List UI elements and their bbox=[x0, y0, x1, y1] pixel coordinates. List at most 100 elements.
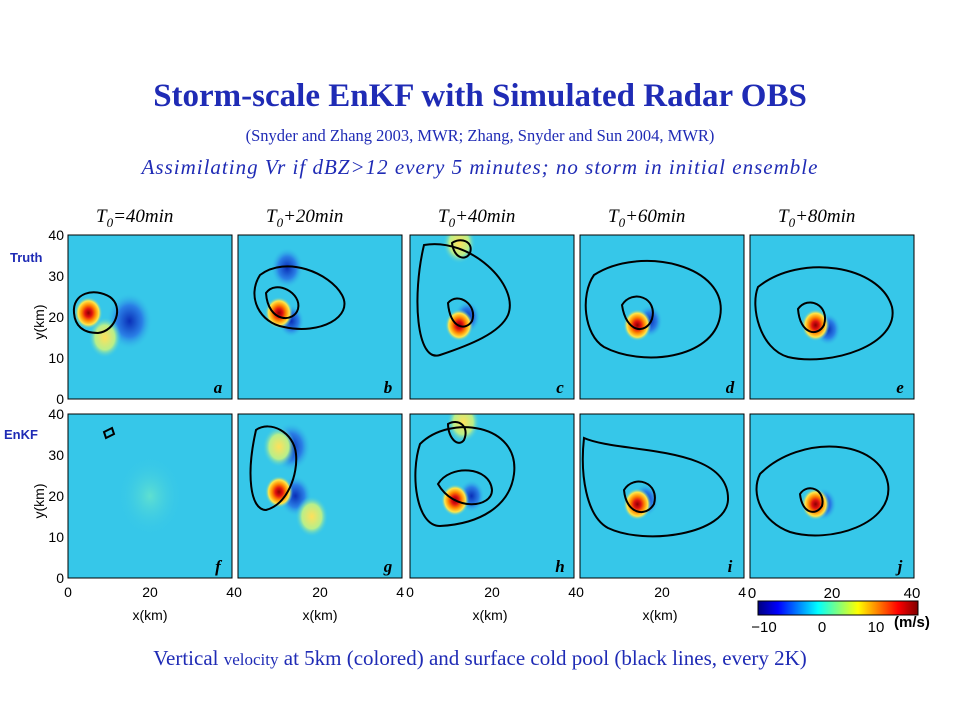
panel-background bbox=[238, 414, 402, 578]
x-axis-label-3: x(km) bbox=[473, 607, 508, 623]
last-column-x-tick-20: 20 bbox=[824, 585, 841, 602]
y-axis-label-top: y(km) bbox=[31, 305, 47, 340]
x-tick-label: 4 bbox=[396, 584, 404, 600]
y-tick-label: 0 bbox=[56, 391, 64, 407]
colorbar-tick-max: 10 bbox=[868, 619, 885, 636]
x-tick-label: 20 bbox=[484, 584, 500, 600]
panel-letter: d bbox=[726, 378, 735, 397]
panel-field bbox=[755, 445, 890, 537]
panel-field bbox=[249, 422, 329, 537]
y-tick-label: 10 bbox=[48, 350, 64, 366]
y-tick-label: 0 bbox=[56, 570, 64, 586]
y-tick-label: 40 bbox=[48, 406, 64, 422]
panel-frame bbox=[67, 413, 233, 579]
x-tick-label: 0 bbox=[576, 584, 584, 600]
x-axis-label-4: x(km) bbox=[643, 607, 678, 623]
panel-h: h 0 20 4 bbox=[406, 413, 576, 600]
weak-updraft bbox=[88, 317, 122, 358]
caption-part-2: velocity bbox=[223, 650, 279, 669]
panel-f: f 0 10 20 30 40 0 20 4 bbox=[48, 406, 234, 600]
panel-field bbox=[416, 235, 511, 357]
cold-pool-contour bbox=[416, 243, 511, 357]
cold-pool-contour bbox=[622, 480, 656, 514]
panel-e: e T0+80min bbox=[749, 206, 915, 400]
panel-frame bbox=[749, 234, 915, 400]
experiment-description: Assimilating Vr if dBZ>12 every 5 minute… bbox=[141, 155, 819, 179]
cold-pool-contour bbox=[446, 297, 475, 328]
panel-field bbox=[754, 266, 894, 361]
cold-pool-contour bbox=[796, 301, 827, 334]
panel-letter: f bbox=[215, 557, 223, 576]
panel-background bbox=[580, 414, 744, 578]
panel-letter: c bbox=[556, 378, 564, 397]
cold-pool-contour bbox=[253, 265, 346, 330]
panel-frame bbox=[409, 413, 575, 579]
panel-frame bbox=[749, 413, 915, 579]
x-tick-label: 20 bbox=[142, 584, 158, 600]
cold-pool-contour bbox=[249, 425, 298, 512]
cold-pool-contour bbox=[581, 436, 730, 538]
x-tick-label: 4 bbox=[226, 584, 234, 600]
citation-subtitle: (Snyder and Zhang 2003, MWR; Zhang, Snyd… bbox=[245, 126, 715, 145]
caption-part-3: at 5km (colored) and surface cold pool (… bbox=[278, 646, 807, 670]
colorbar-tick-min: −10 bbox=[751, 619, 776, 636]
column-title: T0=40min bbox=[96, 206, 173, 230]
cold-pool-contour bbox=[798, 487, 824, 513]
panel-letter: b bbox=[384, 378, 393, 397]
x-axis-label-1: x(km) bbox=[133, 607, 168, 623]
panel-field bbox=[72, 291, 153, 358]
panel-j: j bbox=[749, 413, 915, 579]
column-title: T0+60min bbox=[608, 206, 685, 230]
panel-field bbox=[253, 247, 346, 338]
updraft-core bbox=[801, 309, 830, 342]
panel-c: c T0+40min bbox=[409, 206, 575, 400]
updraft-core bbox=[265, 296, 293, 329]
panel-g: g 0 20 4 bbox=[234, 413, 404, 600]
cold-pool-contour bbox=[450, 239, 472, 259]
panel-letter: h bbox=[555, 557, 564, 576]
weak-updraft bbox=[117, 455, 183, 537]
y-tick-label: 20 bbox=[48, 309, 64, 325]
y-tick-label: 30 bbox=[48, 447, 64, 463]
updraft-core bbox=[623, 309, 652, 342]
panel-letter: i bbox=[728, 557, 733, 576]
panel-letter: j bbox=[895, 557, 903, 576]
colorbar bbox=[757, 600, 919, 616]
cold-pool-contour bbox=[102, 426, 116, 440]
updraft-core bbox=[265, 475, 293, 508]
x-tick-label: 0 bbox=[406, 584, 414, 600]
y-tick-label: 30 bbox=[48, 268, 64, 284]
panel-field bbox=[102, 426, 183, 537]
cold-pool-contour bbox=[264, 286, 300, 319]
column-title: T0+80min bbox=[778, 206, 855, 230]
cold-pool-contour bbox=[446, 421, 467, 444]
y-tick-label: 20 bbox=[48, 488, 64, 504]
column-title: T0+20min bbox=[266, 206, 343, 230]
panel-a: a T0=40min 0 10 20 30 40 bbox=[48, 206, 233, 407]
panel-letter: e bbox=[896, 378, 904, 397]
cold-pool-contour bbox=[414, 426, 516, 528]
weak-updraft bbox=[295, 496, 329, 537]
weak-updraft bbox=[262, 426, 296, 468]
cold-pool-contour bbox=[72, 291, 119, 335]
colorbar-unit: (m/s) bbox=[894, 614, 930, 631]
panel-d: d T0+60min bbox=[579, 206, 745, 400]
panel-letter: g bbox=[383, 557, 393, 576]
cold-pool-contour bbox=[754, 266, 894, 361]
last-column-x-tick-0: 0 bbox=[748, 585, 756, 602]
y-tick-label: 40 bbox=[48, 227, 64, 243]
panel-frame bbox=[67, 234, 233, 400]
x-tick-label: 20 bbox=[654, 584, 670, 600]
panel-frame bbox=[579, 413, 745, 579]
panel-frame bbox=[237, 413, 403, 579]
last-column-x-tick-40: 40 bbox=[904, 585, 921, 602]
panel-frame bbox=[237, 234, 403, 400]
row-label-truth: Truth bbox=[10, 250, 43, 265]
cold-pool-contour bbox=[620, 295, 654, 330]
updraft-core bbox=[74, 296, 103, 329]
caption-part-1: Vertical bbox=[153, 646, 224, 670]
panel-background bbox=[238, 235, 402, 399]
page-title: Storm-scale EnKF with Simulated Radar OB… bbox=[153, 78, 807, 114]
x-tick-label: 0 bbox=[64, 584, 72, 600]
